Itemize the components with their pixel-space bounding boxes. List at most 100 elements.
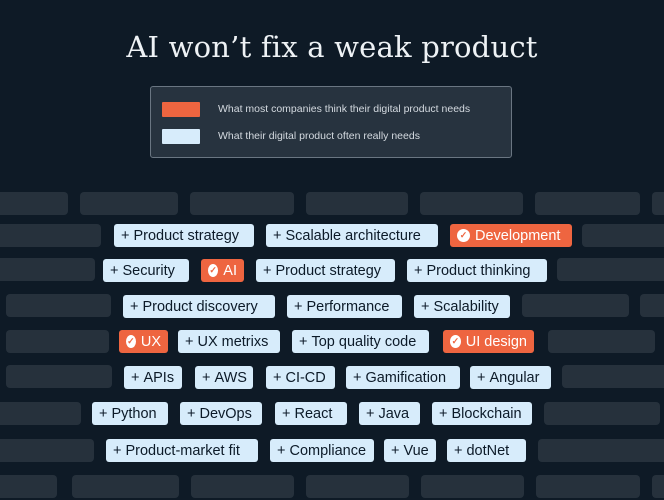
tag-product-strategy: + Product strategy xyxy=(256,259,395,282)
ghost-bar xyxy=(0,402,81,425)
tag-label: dotNet xyxy=(466,442,510,459)
plus-icon: + xyxy=(187,405,196,422)
ghost-bar xyxy=(6,330,109,353)
tag-label: DevOps xyxy=(199,405,252,422)
legend-label: What most companies think their digital … xyxy=(218,103,471,115)
ghost-bar xyxy=(522,294,629,317)
ghost-bar xyxy=(640,294,664,317)
tag-react: + React xyxy=(275,402,347,425)
ghost-bar xyxy=(306,192,408,215)
tag-label: Angular xyxy=(489,369,540,386)
ghost-bar xyxy=(582,224,664,247)
check-icon: ✓ xyxy=(457,229,470,242)
plus-icon: + xyxy=(99,405,108,422)
plus-icon: + xyxy=(113,442,122,459)
tag-label: AI xyxy=(223,262,237,279)
tag-label: React xyxy=(294,405,333,422)
ghost-bar xyxy=(80,192,178,215)
plus-icon: + xyxy=(353,369,362,386)
plus-icon: + xyxy=(439,405,448,422)
tag-label: Product strategy xyxy=(133,227,240,244)
tag-label: Scalable architecture xyxy=(285,227,421,244)
plus-icon: + xyxy=(454,442,463,459)
check-icon: ✓ xyxy=(450,335,461,348)
tag-label: Development xyxy=(475,227,561,244)
tag-ux-metrixs: + UX metrixs xyxy=(178,330,280,353)
plus-icon: + xyxy=(185,333,194,350)
ghost-bar xyxy=(0,475,57,498)
tag-label: Blockchain xyxy=(451,405,522,422)
check-icon: ✓ xyxy=(208,264,219,277)
tag-top-quality-code: + Top quality code xyxy=(292,330,429,353)
ghost-bar xyxy=(538,439,664,462)
plus-icon: + xyxy=(131,369,140,386)
legend-item-real: What their digital product often really … xyxy=(162,128,420,144)
tag-label: Product thinking xyxy=(426,262,531,279)
tag-label: CI-CD xyxy=(285,369,326,386)
tag-angular: + Angular xyxy=(470,366,551,389)
tag-gamification: + Gamification xyxy=(346,366,460,389)
tag-label: Java xyxy=(378,405,410,422)
tag-java: + Java xyxy=(359,402,420,425)
tag-label: UX metrixs xyxy=(197,333,269,350)
plus-icon: + xyxy=(202,369,211,386)
tag-label: Product discovery xyxy=(142,298,258,315)
tag-label: Gamification xyxy=(365,369,447,386)
ghost-bar xyxy=(535,192,640,215)
plus-icon: + xyxy=(121,227,130,244)
legend-label: What their digital product often really … xyxy=(218,130,420,142)
plus-icon: + xyxy=(273,227,282,244)
tag-performance: + Performance xyxy=(287,295,402,318)
tag-devops: + DevOps xyxy=(180,402,262,425)
tag-dotnet: + dotNet xyxy=(447,439,526,462)
tag-label: Performance xyxy=(306,298,390,315)
ghost-bar xyxy=(0,439,94,462)
tag-ux: ✓ UX xyxy=(119,330,168,353)
tag-blockchain: + Blockchain xyxy=(432,402,532,425)
ghost-bar xyxy=(421,475,524,498)
plus-icon: + xyxy=(282,405,291,422)
plus-icon: + xyxy=(130,298,139,315)
plus-icon: + xyxy=(366,405,375,422)
legend: What most companies think their digital … xyxy=(150,86,512,158)
plus-icon: + xyxy=(110,262,119,279)
tag-label: Compliance xyxy=(289,442,367,459)
ghost-bar xyxy=(72,475,179,498)
plus-icon: + xyxy=(299,333,308,350)
tag-label: Product strategy xyxy=(275,262,382,279)
tag-product-discovery: + Product discovery xyxy=(123,295,275,318)
tag-label: UI design xyxy=(465,333,527,350)
page-title: AI won’t fix a weak product xyxy=(126,30,538,64)
ghost-bar xyxy=(0,192,68,215)
ghost-bar xyxy=(652,192,664,215)
tag-vue: + Vue xyxy=(384,439,436,462)
legend-swatch-orange xyxy=(162,101,200,117)
legend-item-perceived: What most companies think their digital … xyxy=(162,101,470,117)
ghost-bar xyxy=(191,475,294,498)
tag-scalability: + Scalability xyxy=(414,295,510,318)
tag-label: AWS xyxy=(214,369,247,386)
ghost-bar xyxy=(557,258,664,281)
ghost-bar xyxy=(420,192,523,215)
ghost-bar xyxy=(6,365,112,388)
plus-icon: + xyxy=(391,442,400,459)
tag-product-thinking: + Product thinking xyxy=(407,259,547,282)
tag-ci-cd: + CI-CD xyxy=(266,366,335,389)
ghost-bar xyxy=(652,475,664,498)
ghost-bar xyxy=(0,224,101,247)
ghost-bar xyxy=(544,402,660,425)
check-icon: ✓ xyxy=(126,335,136,348)
tag-label: Top quality code xyxy=(311,333,417,350)
tag-security: + Security xyxy=(103,259,189,282)
plus-icon: + xyxy=(421,298,430,315)
ghost-bar xyxy=(562,365,664,388)
tag-label: APIs xyxy=(143,369,175,386)
tag-scalable-architecture: + Scalable architecture xyxy=(266,224,438,247)
tag-aws: + AWS xyxy=(195,366,253,389)
tag-label: Python xyxy=(111,405,157,422)
tag-product-strategy: + Product strategy xyxy=(114,224,254,247)
tag-label: Security xyxy=(122,262,175,279)
plus-icon: + xyxy=(273,369,282,386)
legend-swatch-blue xyxy=(162,128,200,144)
plus-icon: + xyxy=(477,369,486,386)
